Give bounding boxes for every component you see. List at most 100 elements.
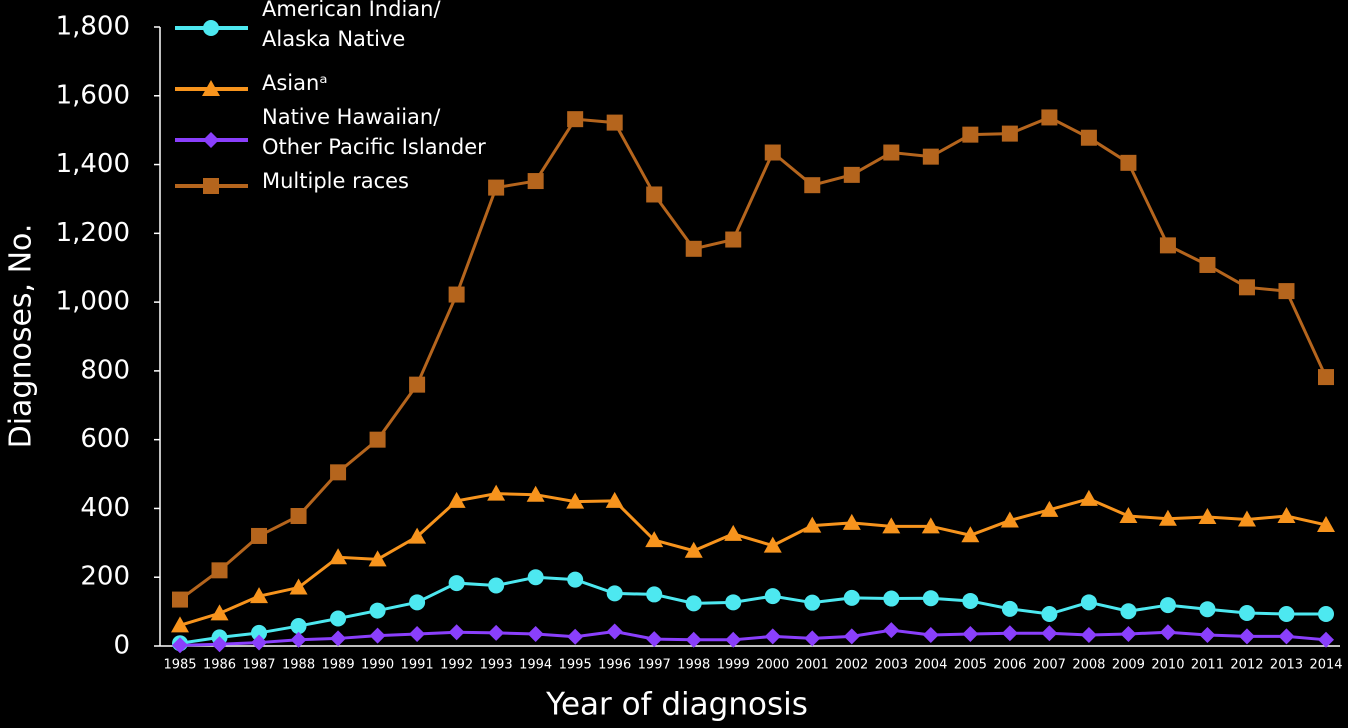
point	[763, 536, 782, 553]
point	[922, 148, 939, 165]
x-tick-label: 1999	[717, 658, 750, 673]
point	[487, 484, 506, 501]
x-axis-title: Year of diagnosis	[545, 687, 808, 723]
x-tick-label: 1996	[598, 658, 631, 673]
x-tick-label: 2010	[1151, 658, 1184, 673]
point	[1080, 129, 1097, 146]
point	[804, 177, 821, 194]
x-tick-label: 2001	[796, 658, 829, 673]
x-tick-label: 1993	[480, 658, 513, 673]
point	[1040, 500, 1059, 517]
legend-label: Native Hawaiian/ Other Pacific Islander	[262, 105, 486, 159]
point	[684, 541, 703, 558]
point	[685, 595, 702, 612]
x-tick-label: 2009	[1112, 658, 1145, 673]
x-tick-label: 2003	[875, 658, 908, 673]
point	[329, 548, 348, 565]
point	[1318, 606, 1334, 623]
point	[203, 20, 219, 36]
y-axis-title: Diagnoses, No.	[4, 224, 39, 449]
x-tick-label: 1987	[242, 658, 275, 673]
point	[605, 491, 624, 508]
point	[1001, 625, 1018, 642]
point	[488, 179, 505, 196]
point	[369, 602, 386, 619]
point	[725, 594, 742, 611]
y-tick-label: 1,400	[56, 149, 130, 179]
point	[724, 524, 743, 541]
point	[685, 240, 702, 257]
point	[1238, 279, 1255, 296]
point	[1158, 509, 1177, 526]
point	[567, 571, 584, 588]
y-tick-label: 600	[80, 424, 130, 454]
point	[290, 618, 307, 635]
point	[1277, 507, 1296, 524]
point	[1159, 597, 1176, 614]
point	[962, 126, 979, 143]
point	[527, 569, 544, 586]
point	[172, 637, 188, 654]
point	[527, 173, 544, 190]
point	[921, 517, 940, 534]
x-tick-label: 2000	[756, 658, 789, 673]
y-tick-label: 1,800	[56, 12, 130, 42]
x-tick-label: 1985	[163, 658, 196, 673]
point	[804, 594, 821, 611]
x-tick-label: 2008	[1072, 658, 1105, 673]
x-tick-label: 2014	[1309, 658, 1342, 673]
point	[842, 513, 861, 530]
point	[883, 622, 900, 639]
point	[447, 491, 466, 508]
y-tick-label: 200	[80, 562, 130, 592]
point	[1120, 154, 1137, 171]
point	[764, 588, 781, 605]
legend-label: Asianᵃ	[262, 71, 328, 95]
point	[211, 636, 228, 653]
point	[567, 111, 584, 128]
point	[1318, 631, 1334, 648]
point	[646, 631, 663, 648]
point	[330, 630, 347, 647]
point	[1120, 625, 1137, 642]
point	[409, 625, 426, 642]
point	[725, 231, 742, 248]
x-tick-label: 2012	[1230, 658, 1263, 673]
point	[203, 132, 219, 148]
point	[527, 625, 544, 642]
point	[171, 616, 189, 633]
point	[646, 586, 663, 603]
series	[172, 569, 1334, 652]
legend-label: American Indian/ Alaska Native	[262, 0, 441, 51]
x-tick-label: 2004	[914, 658, 947, 673]
point	[251, 624, 268, 641]
point	[1000, 511, 1019, 528]
x-tick-label: 1997	[638, 658, 671, 673]
point	[408, 527, 427, 544]
y-tick-label: 1,600	[56, 80, 130, 110]
point	[1278, 283, 1295, 300]
point	[882, 517, 901, 534]
series	[172, 109, 1334, 608]
x-tick-label: 1992	[440, 658, 473, 673]
point	[368, 550, 387, 567]
point	[202, 80, 220, 96]
point	[883, 590, 900, 607]
point	[488, 624, 505, 641]
point	[1238, 604, 1255, 621]
point	[409, 376, 426, 393]
point	[843, 589, 860, 606]
x-tick-label: 1995	[559, 658, 592, 673]
point	[1080, 626, 1097, 643]
point	[1198, 508, 1217, 525]
point	[764, 144, 781, 161]
point	[645, 531, 664, 548]
x-tick-label: 2006	[993, 658, 1026, 673]
point	[1080, 594, 1097, 611]
x-tick-label: 1990	[361, 658, 394, 673]
point	[251, 527, 268, 544]
point	[290, 508, 307, 525]
point	[843, 166, 860, 183]
series	[172, 622, 1334, 654]
point	[526, 485, 545, 502]
